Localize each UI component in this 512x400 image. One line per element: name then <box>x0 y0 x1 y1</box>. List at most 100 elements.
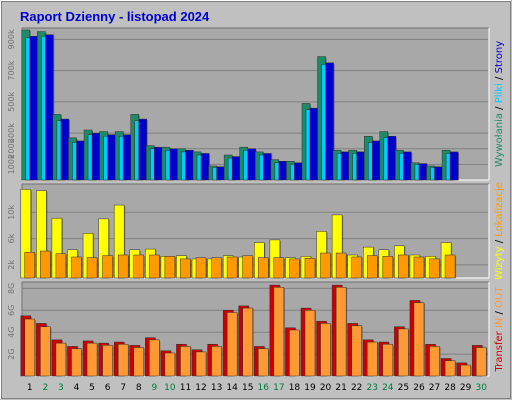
x-tick-day-17: 17 <box>273 383 284 393</box>
bar-visits-2-day-14 <box>226 256 238 279</box>
bar-hits-3-day-27 <box>434 166 443 181</box>
bar-transfer-2-day-23 <box>367 341 378 377</box>
bar-transfer-2-day-27 <box>429 346 440 377</box>
side-legend-part: / <box>494 237 505 244</box>
bar-visits-2-day-12 <box>195 257 207 279</box>
bar-visits-2-day-9 <box>149 254 160 279</box>
bar-visits-2-day-28 <box>444 254 456 279</box>
bar-transfer-2-day-18 <box>289 329 300 377</box>
bar-transfer-2-day-17 <box>273 287 285 377</box>
bar-visits-2-day-15 <box>242 255 253 279</box>
bar-hits-3-day-25 <box>403 151 412 181</box>
bar-hits-3-day-8 <box>138 118 147 181</box>
x-tick-day-19: 19 <box>304 383 316 393</box>
x-tick-day-24: 24 <box>382 383 394 393</box>
bar-visits-2-day-3 <box>55 253 67 279</box>
side-legend-part: / <box>494 308 505 315</box>
y-tick-label: 500k <box>7 92 16 112</box>
bar-visits-2-day-21 <box>335 252 347 279</box>
side-legend-part: / <box>494 73 505 80</box>
bar-hits-3-day-24 <box>387 136 397 181</box>
side-legend-part: Wizyty <box>494 243 505 280</box>
bar-hits-3-day-7 <box>122 134 132 181</box>
x-tick-day-23: 23 <box>367 383 378 393</box>
bar-hits-3-day-23 <box>372 140 381 181</box>
x-tick-day-25: 25 <box>398 383 409 393</box>
x-tick-day-2: 2 <box>42 383 48 393</box>
bar-hits-3-day-26 <box>418 163 428 181</box>
x-tick-day-12: 12 <box>195 383 206 393</box>
y-tick-label: 4G <box>7 327 16 338</box>
bar-transfer-2-day-14 <box>226 312 238 377</box>
bar-transfer-2-day-3 <box>55 342 67 377</box>
bar-visits-2-day-5 <box>86 257 98 279</box>
side-legend-part: / <box>494 103 505 110</box>
side-legend-middle: Wizyty / Lokalizacje <box>494 182 505 280</box>
bar-transfer-2-day-30 <box>475 347 487 377</box>
x-tick-day-1: 1 <box>27 383 33 393</box>
side-legend-bottom: Transfer IN / OUT <box>494 286 505 373</box>
x-tick-day-15: 15 <box>242 383 253 393</box>
y-tick-label: 700k <box>7 60 16 80</box>
bar-transfer-2-day-1 <box>24 318 36 377</box>
bar-hits-3-day-22 <box>356 151 365 181</box>
y-tick-label: 900k <box>7 29 16 49</box>
x-tick-day-8: 8 <box>136 383 142 393</box>
x-tick-day-20: 20 <box>320 383 332 393</box>
bar-visits-2-day-19 <box>304 258 316 279</box>
x-tick-day-13: 13 <box>211 383 222 393</box>
x-tick-day-10: 10 <box>164 383 176 393</box>
bar-visits-2-day-24 <box>382 256 394 279</box>
y-tick-label: 2k <box>7 260 16 270</box>
x-tick-day-30: 30 <box>475 383 487 393</box>
bar-hits-3-day-9 <box>154 146 163 181</box>
bar-hits-3-day-6 <box>107 134 116 181</box>
side-legend-part: Wywołania <box>494 110 505 167</box>
side-legends: Wywołania / Pliki / Strony Wizyty / Loka… <box>494 41 505 373</box>
bar-hits-3-day-18 <box>294 162 303 181</box>
bar-transfer-2-day-19 <box>304 310 316 377</box>
bar-visits-2-day-11 <box>180 258 191 279</box>
y-tick-label: 2G <box>7 348 16 359</box>
bar-hits-3-day-14 <box>231 156 241 181</box>
y-tick-label: 6k <box>7 233 16 243</box>
bar-visits-2-day-13 <box>211 257 222 279</box>
y-tick-label: 100k <box>7 154 16 174</box>
bar-visits-2-day-7 <box>117 254 129 279</box>
bar-transfer-2-day-24 <box>382 343 394 377</box>
bar-visits-2-day-2 <box>40 250 51 279</box>
x-tick-day-28: 28 <box>444 383 456 393</box>
bar-hits-3-day-12 <box>200 153 210 181</box>
x-tick-day-7: 7 <box>120 383 126 393</box>
x-tick-day-26: 26 <box>413 383 425 393</box>
bar-transfer-2-day-7 <box>117 343 129 377</box>
bar-visits-2-day-27 <box>429 258 440 279</box>
bar-visits-2-day-18 <box>289 258 300 279</box>
bar-hits-3-day-17 <box>278 161 288 181</box>
bar-transfer-2-day-10 <box>164 352 176 377</box>
y-tick-label: 10k <box>7 205 16 220</box>
bar-hits-3-day-5 <box>91 132 101 181</box>
bar-hits-3-day-11 <box>185 150 194 181</box>
side-legend-part: IN <box>494 314 505 328</box>
bar-transfer-2-day-26 <box>413 302 425 377</box>
bar-transfer-2-day-13 <box>211 346 222 377</box>
bar-hits-3-day-1 <box>29 36 39 181</box>
bar-transfer-2-day-5 <box>86 342 98 377</box>
bar-visits-2-day-4 <box>71 256 82 279</box>
bar-visits-2-day-8 <box>133 254 144 279</box>
side-legend-part: Transfer <box>494 328 505 372</box>
bar-visits-2-day-10 <box>164 256 176 279</box>
chart-title: Raport Dzienny - listopad 2024 <box>20 9 210 24</box>
panel-visits: 2k 6k 10k <box>7 183 490 279</box>
side-legend-part: Pliki <box>494 80 505 103</box>
side-legend-part: Lokalizacje <box>494 182 505 237</box>
bar-hits-3-day-28 <box>449 151 459 181</box>
x-tick-day-21: 21 <box>335 383 346 393</box>
y-tick-label: 8G <box>7 283 16 294</box>
bar-visits-2-day-26 <box>413 256 425 279</box>
x-tick-day-18: 18 <box>289 383 301 393</box>
bar-transfer-2-day-28 <box>444 360 456 377</box>
